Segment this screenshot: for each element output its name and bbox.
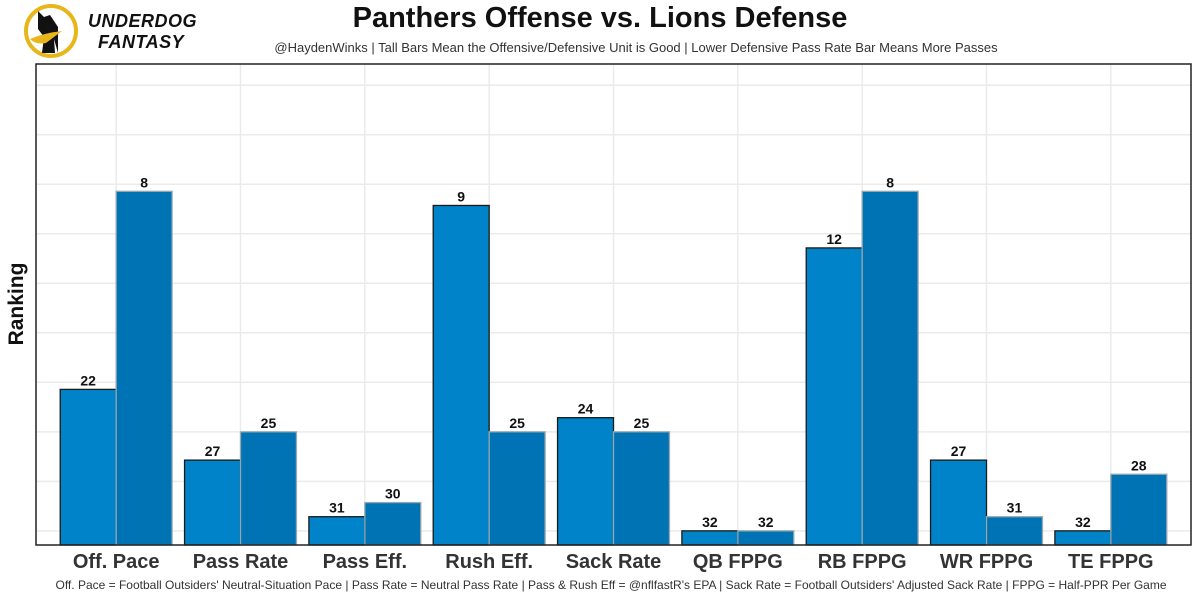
offense-rank-label: 27: [205, 443, 221, 459]
defense-rank-label: 32: [758, 514, 774, 530]
offense-bar: [681, 530, 739, 546]
x-tick-label: Pass Rate: [193, 551, 289, 573]
offense-bar: [1054, 530, 1112, 546]
defense-bar: [737, 530, 795, 546]
offense-rank-label: 32: [1075, 514, 1091, 530]
offense-bar: [183, 459, 242, 546]
logo-wordmark: UNDERDOG FANTASY: [88, 11, 197, 53]
defense-bar: [239, 431, 298, 546]
defense-bar: [488, 431, 546, 546]
x-tick-label: Off. Pace: [73, 551, 160, 573]
footer-note: Off. Pace = Football Outsiders' Neutral-…: [55, 578, 1167, 592]
offense-bar: [432, 204, 490, 546]
defense-bar: [364, 501, 422, 546]
data-labels-group: 22 27 31 9 24 32 12 27 32 8 25 30 25 25 32 8 31 28: [80, 174, 1146, 530]
defense-bar: [1110, 473, 1168, 546]
defense-rank-label: 25: [634, 415, 650, 431]
offense-bar: [308, 516, 366, 546]
defense-bar: [612, 431, 671, 546]
offense-bar: [805, 247, 863, 546]
logo-line-2: FANTASY: [98, 32, 185, 52]
plot-panel-border: [35, 63, 1192, 546]
x-tick-label: Pass Eff.: [323, 551, 407, 573]
chart-subtitle: @HaydenWinks | Tall Bars Mean the Offens…: [274, 40, 998, 55]
defense-rank-label: 31: [1007, 500, 1023, 516]
bars-group: [59, 190, 1168, 546]
defense-rank-label: 8: [886, 174, 894, 190]
offense-rank-label: 31: [329, 500, 345, 516]
defense-bar: [115, 190, 173, 546]
defense-bar: [985, 516, 1044, 546]
defense-rank-label: 25: [509, 415, 525, 431]
offense-rank-label: 27: [951, 443, 967, 459]
x-tick-label: Rush Eff.: [445, 551, 533, 573]
defense-rank-label: 8: [140, 174, 148, 190]
chart-title: Panthers Offense vs. Lions Defense: [352, 2, 848, 34]
x-tick-label: Sack Rate: [566, 551, 662, 573]
grid-lines: [36, 64, 1191, 545]
defense-bar: [861, 190, 919, 546]
x-tick-label: WR FPPG: [940, 551, 1033, 573]
x-tick-label: TE FPPG: [1068, 551, 1154, 573]
logo-line-1: UNDERDOG: [88, 11, 198, 31]
x-tick-label: RB FPPG: [818, 551, 907, 573]
offense-rank-label: 12: [826, 231, 842, 247]
defense-rank-label: 28: [1131, 457, 1147, 473]
offense-bar: [59, 388, 117, 546]
dog-logo-icon: [24, 4, 78, 58]
underdog-fantasy-logo: UNDERDOG FANTASY: [24, 3, 224, 59]
x-tick-label: QB FPPG: [693, 551, 783, 573]
offense-rank-label: 22: [80, 372, 96, 388]
offense-rank-label: 24: [578, 401, 594, 417]
defense-rank-label: 30: [385, 486, 401, 502]
offense-rank-label: 9: [457, 188, 465, 204]
x-tick-labels: Off. Pace Pass Rate Pass Eff. Rush Eff. Sack…: [73, 551, 1154, 573]
defense-rank-label: 25: [261, 415, 277, 431]
offense-bar: [929, 459, 988, 546]
offense-bar: [556, 417, 615, 546]
offense-rank-label: 32: [702, 514, 718, 530]
